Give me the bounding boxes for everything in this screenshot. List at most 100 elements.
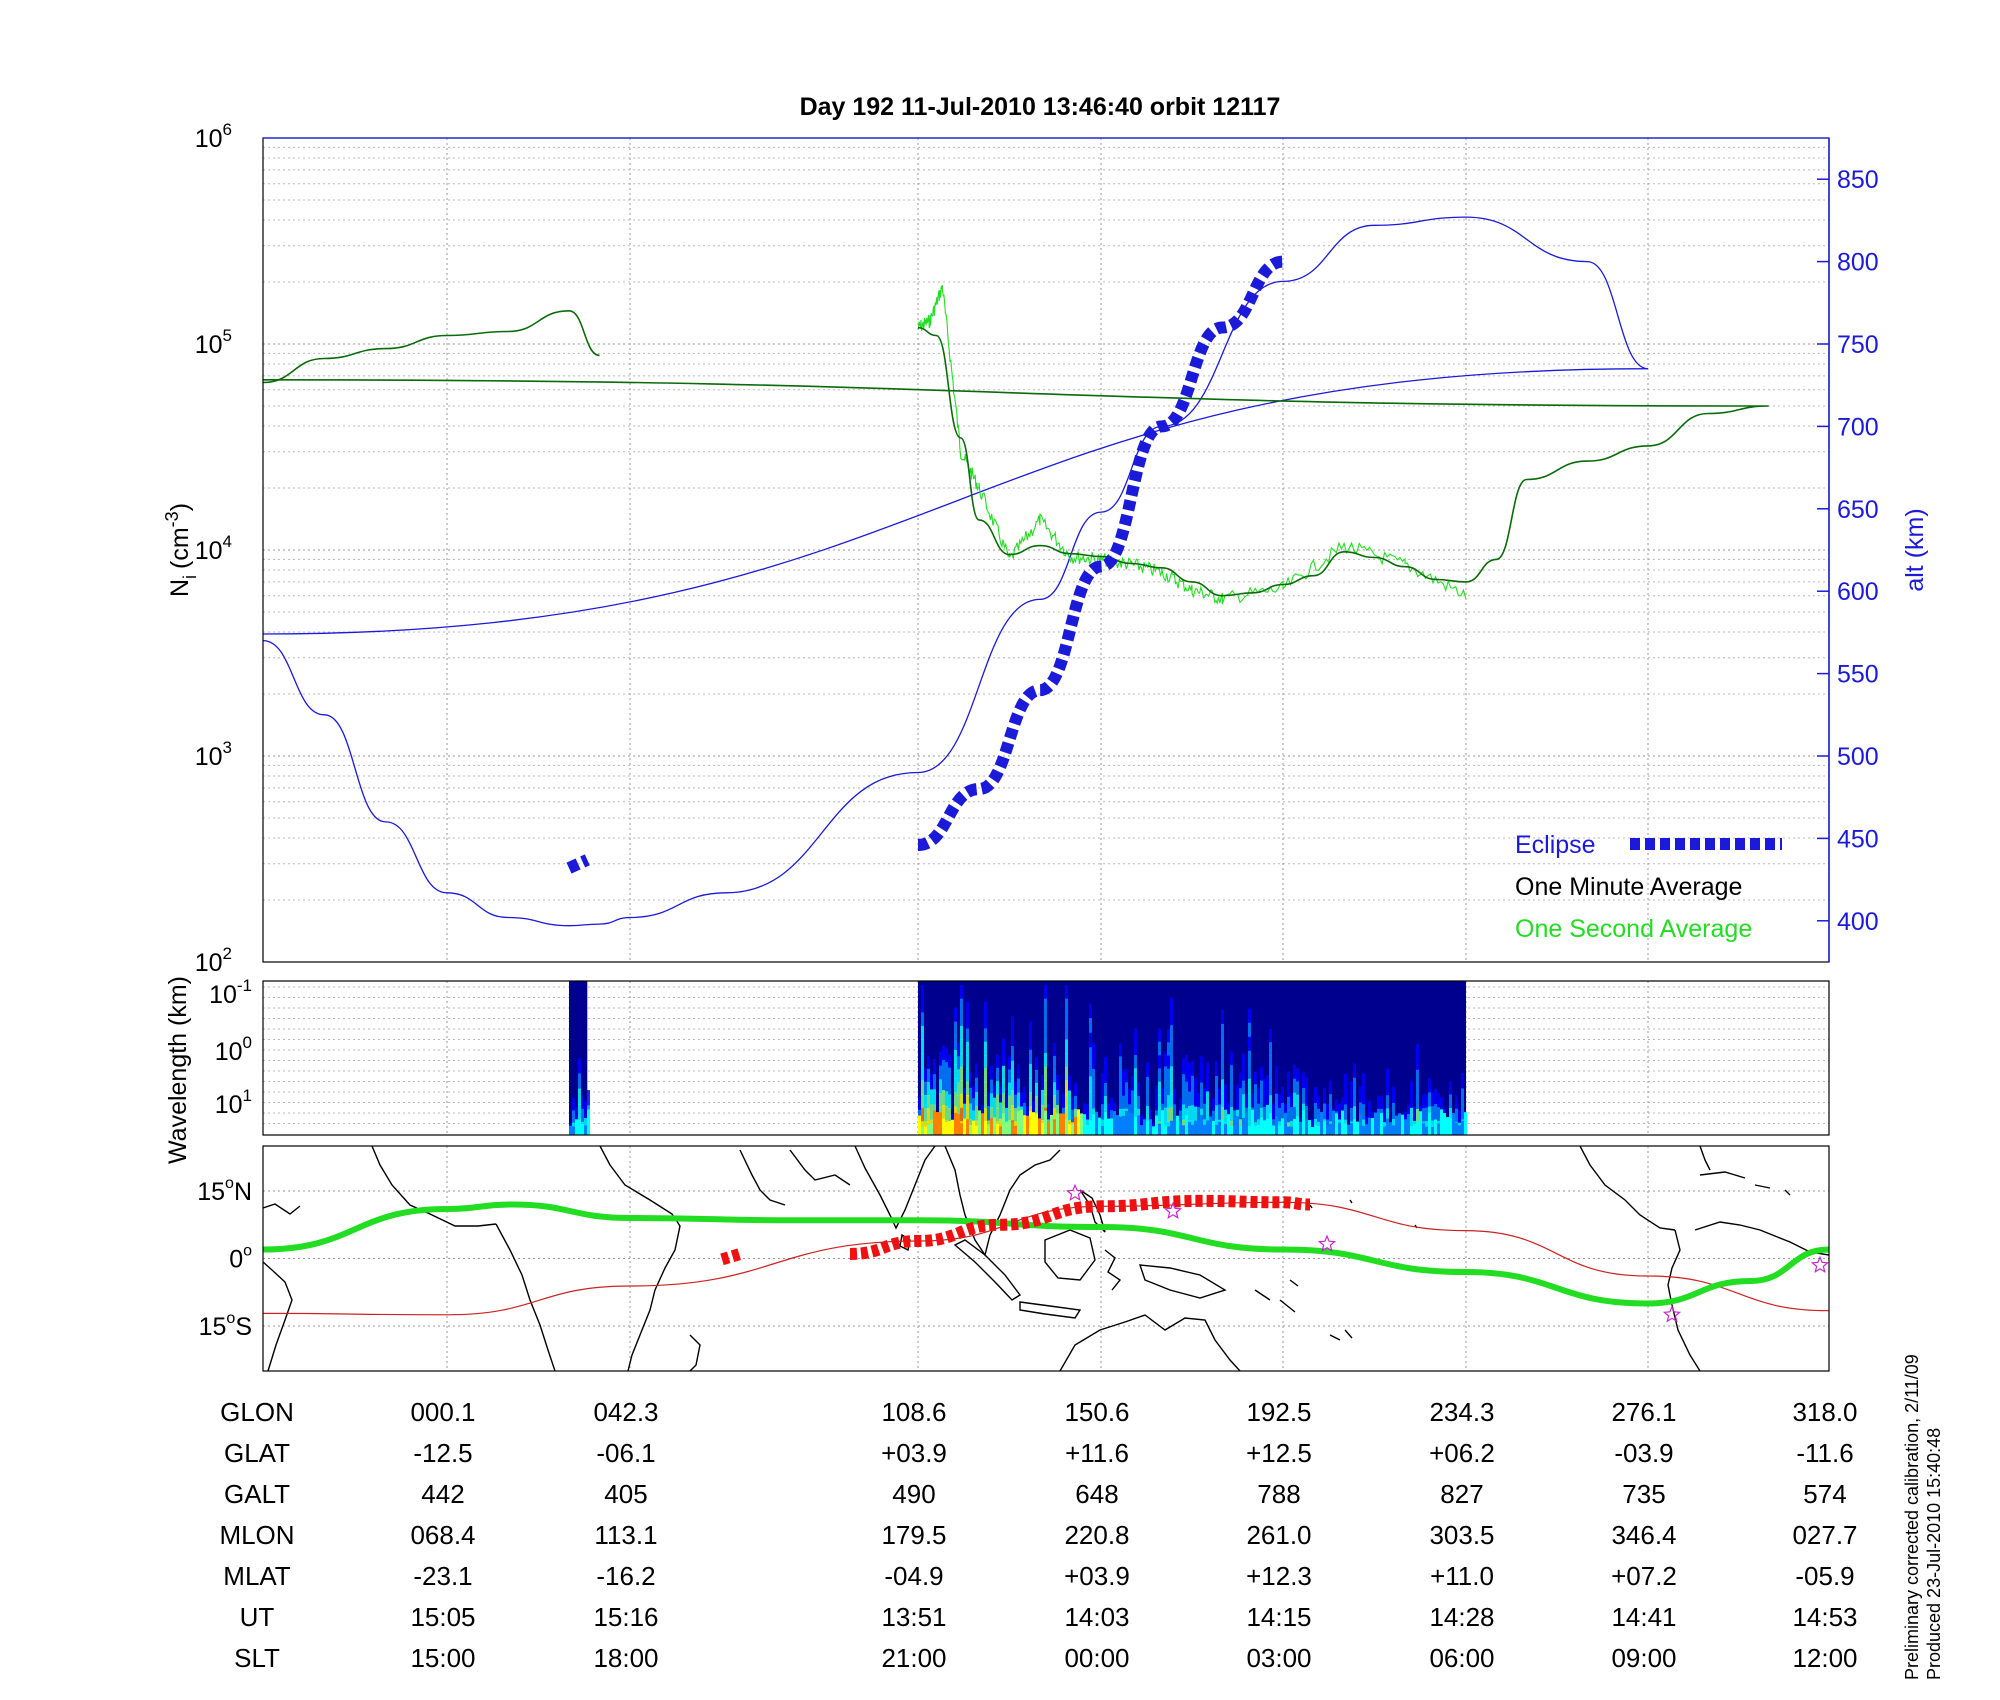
spectrogram-cell — [1200, 1082, 1203, 1097]
table-cell: 442 — [421, 1479, 464, 1509]
spectrogram-cell — [1035, 1095, 1038, 1110]
spectrogram-cell — [945, 1047, 948, 1063]
spectrogram-cell — [999, 1126, 1002, 1135]
spectrogram-cell — [1065, 1053, 1068, 1068]
spectrogram-cell — [1017, 1111, 1020, 1135]
y-tick-base: 10 — [195, 743, 223, 771]
spectrogram-cell — [1263, 1092, 1266, 1108]
spectrogram-cell — [578, 1104, 581, 1121]
spectrogram-cell — [942, 1105, 945, 1121]
spectrogram-cell — [1425, 1126, 1428, 1135]
spectrogram-cell — [1407, 1114, 1410, 1135]
spectrogram-cell — [1368, 1100, 1371, 1119]
spectrogram-cell — [1305, 1091, 1308, 1107]
spectrogram-cell — [1275, 1079, 1278, 1095]
spectrogram-cell — [1404, 1112, 1407, 1125]
spectrogram-cell — [1437, 1093, 1440, 1108]
footnote-line-2: Produced 23-Jul-2010 15:40:48 — [1924, 1428, 1944, 1680]
spectrogram-cell — [939, 1065, 942, 1080]
table-cell: 192.5 — [1246, 1397, 1311, 1427]
spectrogram-cell — [1119, 1095, 1122, 1110]
spectrogram-cell — [957, 1095, 960, 1110]
spectrogram-cell — [1344, 1073, 1347, 1090]
spectrogram-cell — [1275, 1107, 1278, 1122]
table-cell: +07.2 — [1611, 1561, 1677, 1591]
spectrogram-cell — [1419, 1111, 1422, 1135]
table-cell: 14:15 — [1246, 1602, 1311, 1632]
map-frame — [262, 1145, 1830, 1372]
y2-axis-ticks: 850 800 750 700 650 600 550 500 450 400 — [1817, 166, 1879, 936]
spectrogram-cell — [1296, 1094, 1299, 1109]
footnote-line-1: Preliminary corrected calibration, 2/11/… — [1902, 1354, 1922, 1680]
spectrogram-cell — [1089, 1047, 1092, 1063]
spectrogram-cell — [1131, 1113, 1134, 1135]
spectrogram-cell — [1458, 1110, 1461, 1124]
spectrogram-cell — [1155, 1115, 1158, 1135]
spectrogram-cell — [1335, 1113, 1338, 1135]
spectrogram-cell — [1167, 1126, 1170, 1135]
spectrogram-cell — [1338, 1103, 1341, 1120]
spectrogram-cell — [1185, 1068, 1188, 1083]
spectrogram-cell — [572, 1110, 575, 1124]
spectrogram-cell — [930, 1089, 933, 1106]
spectrogram-cell — [1416, 1108, 1419, 1123]
spectrogram-cell — [984, 1041, 987, 1056]
spectrogram-cell — [1353, 1106, 1356, 1122]
spectrogram-cell — [996, 1108, 999, 1123]
spectrogram-cell — [1269, 1113, 1272, 1135]
spectrogram-cell — [921, 1012, 924, 1027]
table-cell: -11.6 — [1796, 1438, 1853, 1468]
spectrogram-cell — [1044, 998, 1047, 1013]
spectrogram-cell — [960, 998, 963, 1013]
spectrogram-cell — [1005, 1121, 1008, 1135]
spectrogram-cell — [1134, 1041, 1137, 1056]
spectrogram-cell — [939, 1051, 942, 1066]
spectrogram-cell — [1254, 1084, 1257, 1098]
spectrogram-cell — [1209, 1116, 1212, 1135]
spectrogram-cell — [1158, 1068, 1161, 1083]
spectrogram-cell — [1269, 1081, 1272, 1096]
spectrogram-cell — [1251, 1109, 1254, 1135]
spectrogram-cell — [1437, 1123, 1440, 1135]
table-cell: 574 — [1803, 1479, 1846, 1509]
spectrogram-cell — [1149, 1109, 1152, 1123]
spectrogram-cell — [1062, 1094, 1065, 1109]
spectrogram-cell — [924, 1126, 927, 1135]
spectrogram-cell — [969, 1072, 972, 1089]
spectrogram-cell — [966, 1108, 969, 1123]
spectrogram-cell — [954, 1078, 957, 1094]
spectrogram-cell — [927, 1082, 930, 1096]
spectrogram-cell — [1011, 1122, 1014, 1135]
spectrogram-cell — [1197, 1107, 1200, 1122]
spectrogram-cell — [966, 1001, 969, 1016]
spectrogram-cell — [1056, 1090, 1059, 1106]
spectrogram-cell — [1200, 1056, 1203, 1070]
spectrogram-cell — [957, 1113, 960, 1135]
spectrogram-cell — [1104, 1070, 1107, 1084]
spectrogram-cell — [1077, 1109, 1080, 1135]
spectrogram-cell — [1257, 1103, 1260, 1120]
spectrogram-cell — [1101, 1104, 1104, 1121]
spectrogram-cell — [1422, 1094, 1425, 1109]
table-row-label: UT — [240, 1602, 275, 1632]
spectrogram-cell — [969, 1087, 972, 1105]
spectrogram-cell — [1386, 1095, 1389, 1109]
spectrogram-cell — [1260, 1117, 1263, 1135]
spectrogram-cell — [945, 1122, 948, 1135]
spectrogram-cell — [1293, 1092, 1296, 1108]
spectrogram-cell — [1458, 1125, 1461, 1135]
spectrogram-cell — [1170, 1025, 1173, 1040]
spectrogram-cell — [1044, 1025, 1047, 1041]
spectrogram-cell — [1068, 1124, 1071, 1135]
spectrogram-cell — [1131, 1105, 1134, 1121]
map-series-layer — [263, 1183, 1829, 1323]
spectrogram-cell — [1008, 1082, 1011, 1097]
spectrogram-cell — [1053, 1069, 1056, 1083]
spectrogram-cell — [1125, 1111, 1128, 1135]
spectrogram-cell — [957, 1043, 960, 1057]
spectrogram-cell — [1272, 1125, 1275, 1135]
spectrogram-cell — [1212, 1110, 1215, 1124]
spectrogram-cell — [1002, 1093, 1005, 1108]
table-cell: +06.2 — [1429, 1438, 1495, 1468]
spectrogram-cell — [1362, 1104, 1365, 1121]
